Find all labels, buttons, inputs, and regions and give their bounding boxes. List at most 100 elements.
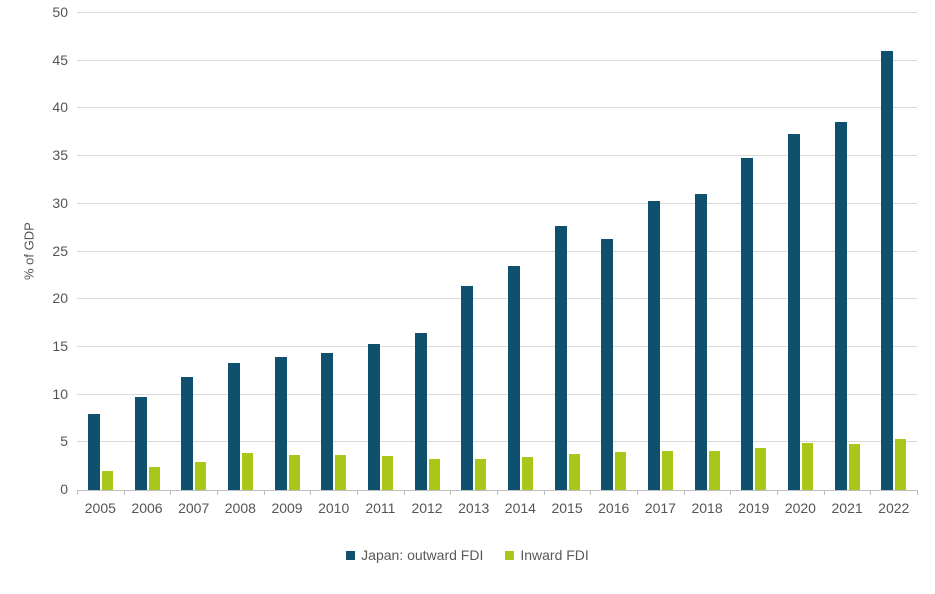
x-axis-tick	[450, 490, 452, 495]
x-axis-tick	[217, 490, 218, 495]
gridline-5	[77, 441, 917, 443]
bar-group-2021	[824, 13, 871, 490]
x-axis-tick	[823, 490, 825, 495]
plot-area	[77, 12, 917, 490]
bar-inward-2017	[661, 450, 673, 490]
x-axis-tick	[683, 490, 685, 495]
gridline-15	[77, 345, 917, 347]
bar-outward-2018	[694, 194, 707, 490]
bar-inward-2008	[241, 452, 253, 490]
x-axis-tick	[403, 490, 405, 495]
gridline-20	[77, 298, 917, 300]
bar-group-2006	[124, 13, 171, 490]
x-axis-tick-label: 2015	[551, 500, 583, 516]
y-axis-tick-label: 45	[52, 51, 68, 68]
x-axis-tick-label: 2018	[691, 500, 723, 516]
x-axis-tick-label: 2020	[784, 500, 816, 516]
y-axis-tick-label: 0	[60, 481, 68, 497]
bar-outward-2007	[181, 377, 194, 490]
x-axis-tick-label: 2007	[178, 500, 210, 516]
bar-group-2018	[684, 13, 731, 490]
gridline-35	[77, 155, 917, 157]
gridline-50	[77, 12, 917, 13]
bar-group-2011	[357, 13, 404, 490]
y-axis-tick-label: 5	[60, 433, 68, 450]
legend-label: Japan: outward FDI	[361, 547, 484, 563]
bar-inward-2007	[195, 462, 207, 490]
bar-inward-2018	[708, 450, 720, 490]
x-axis-tick-label: 2014	[504, 500, 536, 516]
bar-outward-2017	[647, 200, 660, 490]
x-axis-tick-label: 2009	[271, 500, 303, 516]
bar-inward-2005	[101, 470, 113, 490]
bar-group-2007	[170, 13, 217, 490]
gridline-10	[77, 393, 917, 395]
y-axis-tick-label: 20	[52, 290, 68, 307]
x-axis-tick-label: 2021	[831, 500, 863, 516]
y-axis-tick-label: 40	[52, 99, 68, 116]
bar-outward-2019	[741, 158, 754, 490]
x-axis-tick-label: 2006	[131, 500, 163, 516]
bar-outward-2008	[227, 363, 240, 490]
legend-swatch-icon	[505, 550, 515, 560]
bar-inward-2009	[288, 454, 300, 490]
legend-label: Inward FDI	[520, 547, 589, 563]
bar-outward-2014	[507, 265, 520, 490]
x-axis-tick	[263, 490, 265, 495]
x-axis-tick	[497, 490, 498, 495]
bar-outward-2022	[881, 51, 894, 490]
x-axis-tick	[637, 490, 638, 495]
bar-outward-2009	[274, 357, 287, 490]
y-axis-tick-labels: 0 5 10 15 20 25 30 35 40 45 50	[0, 5, 68, 496]
gridline-40	[77, 107, 917, 109]
y-axis-tick-label: 10	[52, 385, 68, 402]
bar-group-2022	[870, 13, 917, 490]
x-axis-tick	[77, 490, 78, 495]
bar-group-2016	[590, 13, 637, 490]
bar-outward-2020	[787, 134, 800, 490]
bar-outward-2012	[414, 332, 427, 490]
bar-outward-2021	[834, 121, 847, 490]
bar-group-2008	[217, 13, 264, 490]
x-axis-tick	[730, 490, 732, 495]
bar-group-2015	[544, 13, 591, 490]
x-axis-tick-label: 2005	[84, 500, 116, 516]
x-axis-tick	[590, 490, 592, 495]
x-axis-tick-label: 2010	[318, 500, 350, 516]
x-axis-tick-label: 2008	[224, 500, 256, 516]
bar-inward-2012	[428, 459, 440, 490]
legend-swatch-icon	[346, 550, 356, 560]
bar-inward-2016	[615, 451, 627, 490]
bar-group-2020	[777, 13, 824, 490]
bar-inward-2010	[335, 454, 347, 490]
bar-inward-2019	[755, 448, 767, 490]
gridline-25	[77, 250, 917, 252]
x-axis-tick	[123, 490, 125, 495]
bar-outward-2006	[134, 397, 147, 490]
legend-item-inward: Inward FDI	[505, 547, 589, 563]
bar-inward-2006	[148, 467, 160, 490]
x-axis-tick-label: 2019	[738, 500, 770, 516]
bar-series-container	[77, 13, 917, 490]
bar-inward-2022	[895, 439, 907, 490]
bar-inward-2015	[568, 453, 580, 490]
bar-group-2009	[264, 13, 311, 490]
y-axis-tick-label: 25	[52, 242, 68, 259]
x-axis-tick	[543, 490, 545, 495]
bar-group-2013	[450, 13, 497, 490]
bar-group-2005	[77, 13, 124, 490]
x-axis-tick-label: 2011	[365, 500, 396, 516]
x-axis-tick	[917, 490, 918, 495]
x-axis-tick	[310, 490, 312, 495]
bar-outward-2015	[554, 225, 567, 490]
x-axis-tick-label: 2016	[598, 500, 630, 516]
x-axis-tick	[870, 490, 872, 495]
bar-inward-2021	[848, 444, 860, 490]
bar-outward-2010	[321, 352, 334, 490]
x-axis-tick	[777, 490, 778, 495]
x-axis-tick	[357, 490, 358, 495]
bar-inward-2020	[801, 443, 813, 490]
x-axis-tick-label: 2012	[411, 500, 443, 516]
gridline-30	[77, 202, 917, 204]
